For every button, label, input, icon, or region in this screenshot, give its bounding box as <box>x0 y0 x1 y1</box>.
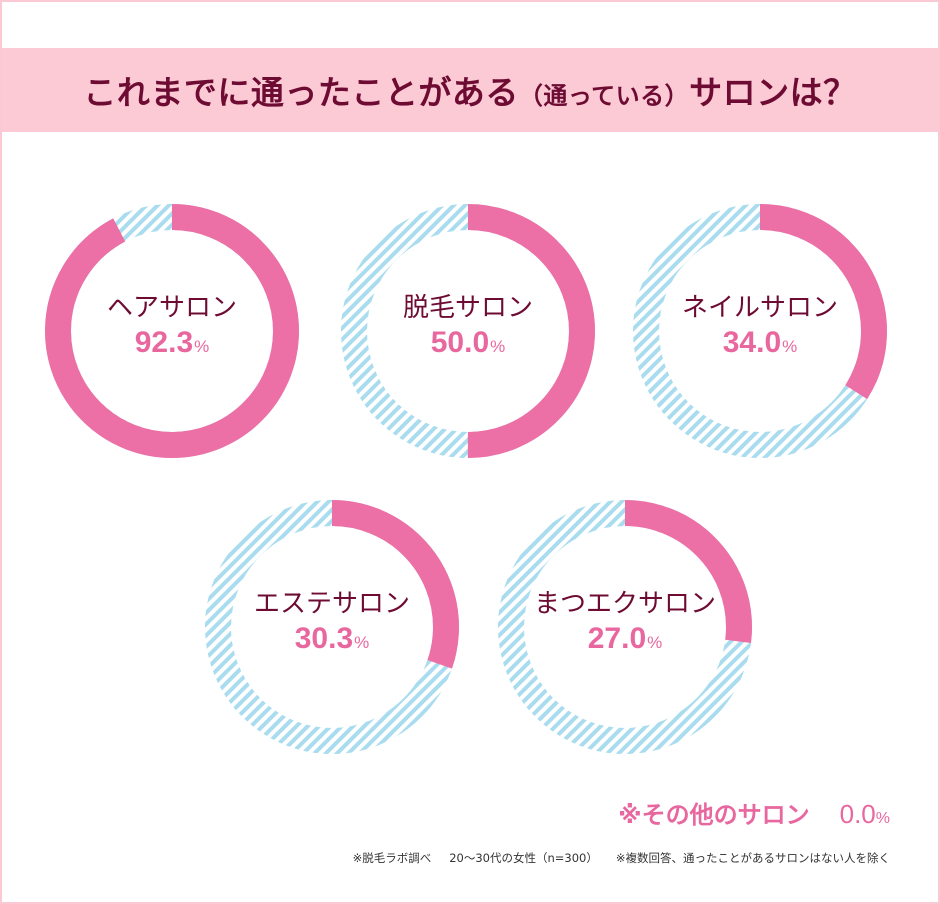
donut-value: 50.0% <box>430 326 506 359</box>
title-banner: これまでに通ったことがある（通っている）サロンは？ <box>2 48 938 132</box>
donut-chart-hair-removal-salon: 脱毛サロン 50.0% <box>340 203 596 459</box>
donut-chart-hair-salon: ヘアサロン 92.3% <box>44 203 300 459</box>
source-footnote: ※脱毛ラボ調べ 20～30代の女性（n=300） ※複数回答、通ったことがあるサロン… <box>353 850 890 866</box>
donut-filled-arc <box>205 500 459 754</box>
donut-label: エステサロン <box>253 589 410 619</box>
donut-filled-arc <box>45 204 299 458</box>
donut-value: 34.0% <box>722 326 798 359</box>
donut-filled-arc <box>633 204 887 458</box>
title-part-1: これまでに通ったことがある <box>83 73 519 112</box>
title-part-2: サロンは？ <box>689 73 857 112</box>
donut-chart-nail-salon: ネイルサロン 34.0% <box>632 203 888 459</box>
donut-chart-eyelash-salon: まつエクサロン 27.0% <box>497 499 753 755</box>
footnote-sample: 20～30代の女性（n=300） <box>449 851 598 865</box>
title-paren: （通っている） <box>518 82 690 110</box>
donut-label: ヘアサロン <box>106 293 237 323</box>
donut-filled-arc <box>498 500 752 754</box>
footnote-source: ※脱毛ラボ調べ <box>352 851 432 865</box>
donut-ring <box>205 500 459 754</box>
donut-filled-arc <box>341 204 595 458</box>
other-salon-note: ※その他のサロン 0.0% <box>618 795 890 830</box>
donut-ring <box>341 204 595 458</box>
donut-ring <box>633 204 887 458</box>
donut-ring <box>498 500 752 754</box>
footnote-note: ※複数回答、通ったことがあるサロンはない人を除く <box>615 851 890 865</box>
donut-ring <box>45 204 299 458</box>
page-title: これまでに通ったことがある（通っている）サロンは？ <box>83 66 856 114</box>
other-salon-label: ※その他のサロン <box>618 801 810 829</box>
other-salon-value: 0.0% <box>839 799 890 829</box>
donut-label: まつエクサロン <box>533 589 716 619</box>
donut-value: 92.3% <box>134 326 210 359</box>
donut-chart-esthetic-salon: エステサロン 30.3% <box>204 499 460 755</box>
donut-value: 27.0% <box>587 622 663 655</box>
donut-value: 30.3% <box>294 622 370 655</box>
donut-label: ネイルサロン <box>681 293 838 323</box>
donut-label: 脱毛サロン <box>402 293 533 323</box>
